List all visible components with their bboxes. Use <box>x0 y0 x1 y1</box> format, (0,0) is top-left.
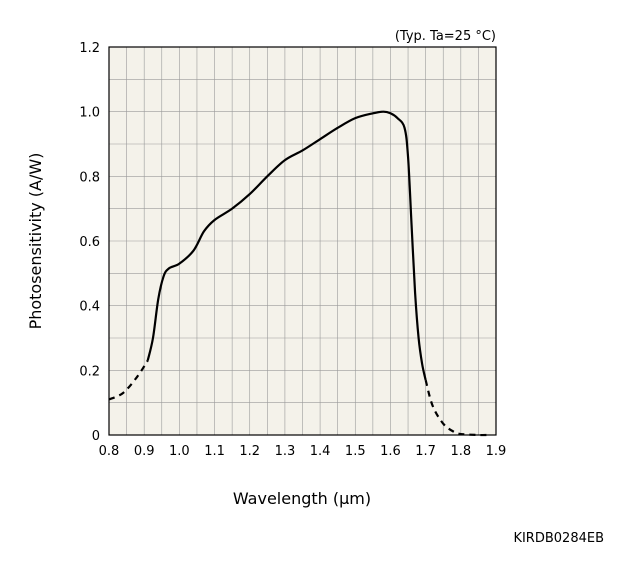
x-tick-label: 1.9 <box>486 444 507 459</box>
condition-note: (Typ. Ta=25 °C) <box>395 29 496 44</box>
x-tick-label: 0.9 <box>134 444 155 459</box>
y-tick-labels: 0 0.2 0.4 0.6 0.8 1.0 1.2 <box>79 41 100 444</box>
x-tick-label: 1.2 <box>239 444 260 459</box>
plot-frame <box>108 46 497 436</box>
x-tick-label: 1.0 <box>169 444 190 459</box>
series-line-dashed <box>424 379 489 437</box>
x-tick-label: 1.6 <box>380 444 401 459</box>
document-code: KIRDB0284EB <box>513 531 604 546</box>
y-tick-label: 0.4 <box>79 300 100 315</box>
x-tick-label: 1.5 <box>345 444 366 459</box>
y-tick-label: 0 <box>92 429 100 444</box>
x-tick-label: 1.4 <box>310 444 331 459</box>
x-tick-label: 1.1 <box>204 444 225 459</box>
series-line-dashed <box>108 360 149 401</box>
x-tick-labels: 0.8 0.9 1.0 1.1 1.2 1.3 1.4 1.5 1.6 1.7 1.8 1.9 <box>99 444 507 459</box>
y-tick-label: 0.6 <box>79 235 100 250</box>
series-line-solid <box>146 110 427 381</box>
x-tick-label: 1.3 <box>275 444 296 459</box>
y-axis-label: Photosensitivity (A/W) <box>26 153 45 330</box>
y-tick-label: 0.8 <box>79 170 100 185</box>
series-layer <box>108 110 489 437</box>
y-tick-label: 1.2 <box>79 41 100 56</box>
grid <box>109 47 496 435</box>
y-tick-label: 1.0 <box>79 106 100 121</box>
y-tick-label: 0.2 <box>79 364 100 379</box>
x-tick-label: 1.7 <box>415 444 436 459</box>
x-tick-label: 0.8 <box>99 444 120 459</box>
x-tick-label: 1.8 <box>450 444 471 459</box>
x-axis-label: Wavelength (µm) <box>233 489 371 508</box>
